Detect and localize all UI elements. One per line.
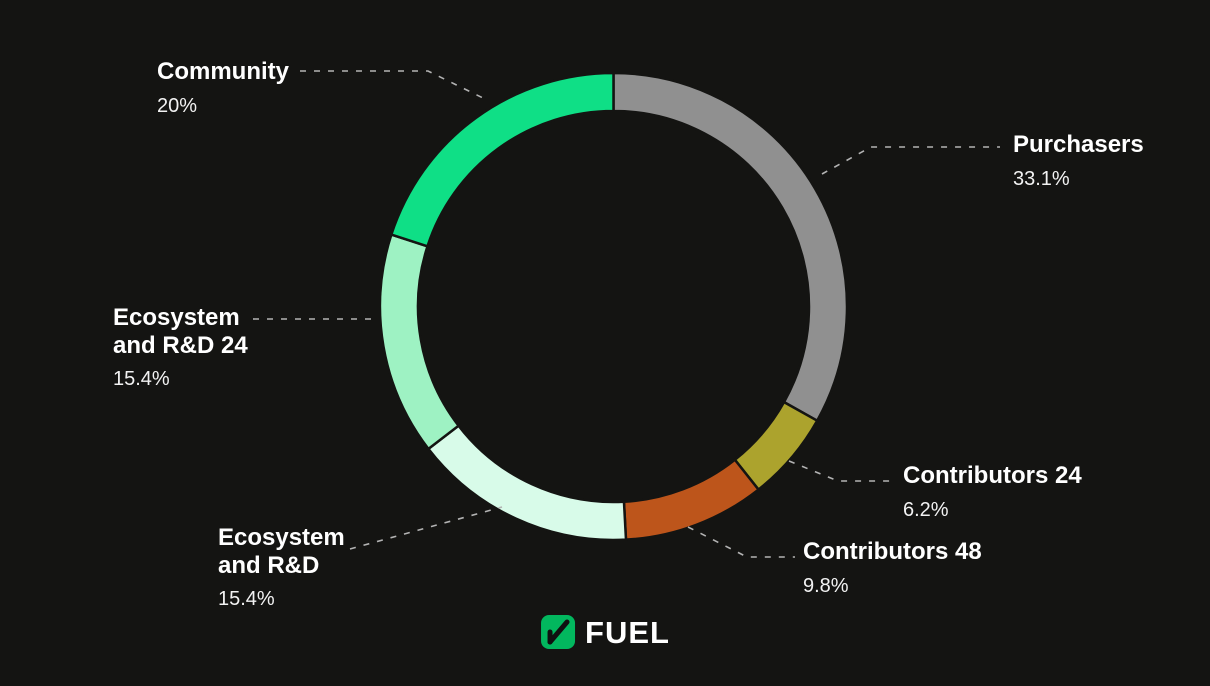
fuel-logo: FUEL	[540, 614, 670, 650]
fuel-wordmark: FUEL	[585, 614, 670, 650]
leader-line-community	[300, 70, 484, 99]
leader-line-eco	[349, 506, 503, 550]
segment-name: Ecosystem and R&D	[218, 524, 345, 579]
segment-percent: 15.4%	[218, 588, 275, 611]
segment-percent: 15.4%	[113, 368, 170, 391]
donut-chart	[378, 71, 849, 542]
segment-ecosystem-and-r-d	[426, 423, 628, 542]
segment-name: Community	[157, 58, 289, 85]
segment-name: Purchasers	[1013, 131, 1144, 158]
label-ecosystem-rd-24: Ecosystem and R&D 24 15.4%	[113, 304, 263, 391]
label-community: Community 20%	[157, 58, 289, 118]
segment-percent: 6.2%	[903, 498, 949, 521]
segment-name: Contributors 48	[803, 538, 982, 565]
segment-name: Ecosystem and R&D 24	[113, 304, 248, 359]
label-contributors-48: Contributors 48 9.8%	[803, 538, 982, 598]
label-ecosystem-rd: Ecosystem and R&D 15.4%	[218, 524, 368, 611]
leader-line-contributors48	[687, 526, 795, 558]
fuel-logo-icon	[541, 615, 576, 649]
leader-line-purchasers	[821, 146, 1000, 175]
segment-contributors-48	[622, 458, 761, 541]
segment-percent: 33.1%	[1013, 167, 1070, 190]
segment-purchasers	[612, 71, 849, 423]
leader-line-contributors24	[788, 460, 893, 482]
label-purchasers: Purchasers 33.1%	[1013, 131, 1144, 191]
segment-percent: 9.8%	[803, 574, 849, 597]
segment-name: Contributors 24	[903, 462, 1082, 489]
segment-percent: 20%	[157, 94, 198, 117]
segment-ecosystem-and-r-d-24	[378, 233, 461, 451]
leader-lines	[253, 70, 1000, 558]
label-contributors-24: Contributors 24 6.2%	[903, 462, 1082, 522]
segment-community	[389, 71, 615, 248]
